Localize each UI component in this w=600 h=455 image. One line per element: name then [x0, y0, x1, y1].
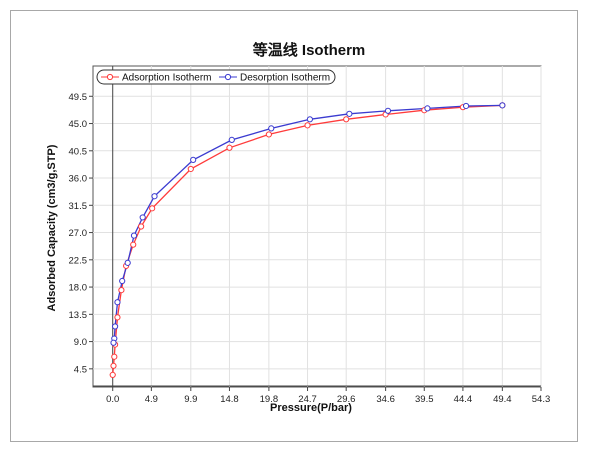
data-point-desorption — [384, 107, 392, 114]
data-point-adsorption — [265, 131, 272, 138]
data-point-adsorption — [226, 144, 233, 151]
y-tick-label: 40.5 — [69, 146, 88, 157]
y-tick-label: 49.5 — [69, 92, 88, 103]
y-tick-label: 31.5 — [69, 201, 88, 212]
data-point-desorption — [139, 214, 146, 221]
data-point-adsorption — [110, 362, 117, 369]
x-axis-ticks: 0.0 4.9 9.9 14.8 19.8 24.7 29.6 34.6 39.5 44.4 49.… — [106, 387, 550, 405]
x-tick-label: 24.7 — [298, 394, 317, 405]
y-tick-label: 18.0 — [69, 283, 88, 294]
data-point-desorption — [190, 156, 197, 163]
x-tick-label: 4.9 — [145, 394, 158, 405]
x-tick-label: 39.5 — [415, 394, 434, 405]
y-tick-label: 45.0 — [69, 119, 88, 130]
y-tick-label: 4.5 — [74, 364, 87, 375]
data-point-desorption — [424, 105, 431, 112]
x-tick-label: 0.0 — [106, 394, 119, 405]
legend-label-desorption: Desorption Isotherm — [240, 73, 330, 84]
data-point-adsorption — [118, 286, 125, 294]
data-point-desorption — [124, 259, 131, 266]
plot-area — [92, 65, 542, 388]
legend: Adsorption Isotherm Desorption Isotherm — [96, 69, 336, 85]
data-point-desorption — [110, 339, 117, 346]
y-tick-label: 13.5 — [69, 310, 88, 321]
chart-title: 等温线 Isotherm — [253, 41, 366, 59]
x-tick-label: 54.3 — [532, 394, 551, 405]
data-point-desorption — [268, 125, 275, 132]
x-tick-label: 34.6 — [376, 394, 395, 405]
data-point-desorption — [111, 323, 119, 330]
y-tick-label: 22.5 — [69, 255, 88, 266]
data-point-adsorption — [187, 165, 194, 173]
y-axis-title: Adsorbed Capacity (cm3/g,STP) — [46, 144, 58, 311]
data-point-desorption — [462, 102, 470, 110]
data-point-adsorption — [130, 241, 137, 248]
chart-frame: 等温线 Isotherm 0.0 4.9 9.9 14.8 19.8 24.7 29.6 34… — [10, 10, 578, 442]
data-point-adsorption — [304, 122, 311, 129]
isotherm-chart: 等温线 Isotherm 0.0 4.9 9.9 14.8 19.8 24.7 29.6 34… — [46, 41, 550, 414]
data-point-adsorption — [149, 205, 156, 212]
x-tick-label: 44.4 — [454, 394, 473, 405]
x-tick-label: 49.4 — [493, 394, 512, 405]
y-tick-label: 27.0 — [69, 228, 88, 239]
data-point-adsorption — [114, 314, 121, 321]
axes — [93, 66, 541, 387]
data-point-adsorption — [111, 353, 118, 360]
legend-marker-adsorption — [106, 73, 114, 81]
x-tick-label: 29.6 — [337, 394, 356, 405]
x-axis-title: Pressure(P/bar) — [270, 402, 352, 414]
data-point-desorption — [228, 136, 235, 143]
series-markers — [109, 102, 506, 378]
y-axis-ticks: 4.5 9.0 13.5 18.0 22.5 27.0 31.5 36.0 40.5 45.0 49… — [69, 92, 93, 375]
data-point-adsorption — [138, 223, 145, 230]
data-point-desorption — [151, 193, 158, 200]
data-point-desorption — [346, 110, 353, 117]
x-tick-label: 14.8 — [220, 394, 239, 405]
data-point-desorption — [130, 232, 138, 239]
x-tick-label: 19.8 — [260, 394, 279, 405]
x-tick-label: 9.9 — [184, 394, 197, 405]
data-point-desorption — [499, 102, 506, 109]
data-point-adsorption — [343, 116, 350, 123]
legend-label-adsorption: Adsorption Isotherm — [122, 73, 212, 84]
y-tick-label: 36.0 — [69, 174, 88, 185]
y-tick-label: 9.0 — [74, 337, 87, 348]
series-line-desorption — [112, 104, 503, 343]
data-point-adsorption — [109, 371, 116, 378]
legend-marker-desorption — [224, 73, 232, 81]
data-point-desorption — [306, 116, 314, 123]
legend-box — [96, 69, 336, 85]
data-point-desorption — [119, 277, 126, 285]
data-point-desorption — [114, 299, 121, 306]
